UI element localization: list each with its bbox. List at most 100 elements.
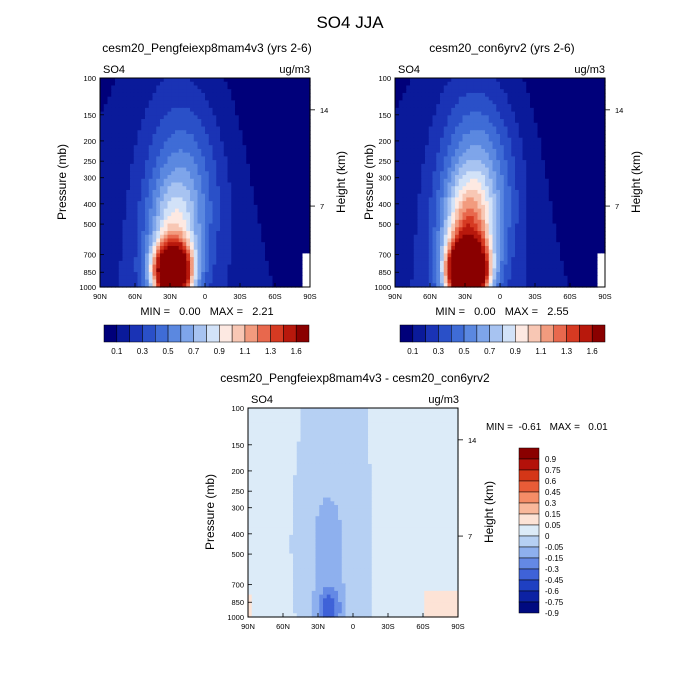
field-cell	[216, 193, 221, 199]
field-cell	[197, 81, 202, 87]
field-cell	[100, 231, 105, 236]
field-cell	[265, 119, 270, 124]
field-cell	[515, 178, 520, 184]
field-cell	[481, 126, 486, 131]
field-cell	[235, 100, 240, 105]
field-cell	[402, 148, 407, 154]
field-cell	[107, 130, 112, 135]
field-cell	[272, 167, 277, 172]
field-cell	[428, 193, 434, 199]
field-cell	[601, 126, 606, 131]
field-cell	[190, 167, 195, 172]
field-cell	[276, 249, 281, 255]
field-cell	[548, 167, 554, 172]
field-cell	[148, 197, 154, 202]
field-cell	[451, 186, 456, 191]
field-cell	[455, 193, 460, 199]
field-cell	[197, 182, 202, 187]
field-cell	[238, 186, 244, 191]
field-cell	[500, 182, 505, 187]
field-cell	[466, 115, 471, 120]
field-cell	[291, 100, 296, 105]
field-cell	[436, 133, 441, 139]
field-cell	[398, 167, 404, 172]
field-cell	[560, 100, 565, 105]
field-cell	[182, 126, 187, 131]
field-cell	[175, 171, 180, 176]
field-cell	[530, 104, 535, 109]
field-cell	[208, 234, 214, 240]
field-cell	[182, 141, 187, 146]
field-cell	[100, 141, 105, 146]
field-cell	[522, 193, 527, 199]
field-cell	[425, 122, 430, 128]
field-cell	[466, 104, 471, 109]
field-cell	[436, 167, 441, 172]
field-cell	[163, 85, 169, 90]
field-cell	[287, 234, 292, 240]
field-cell	[306, 89, 311, 94]
field-cell	[515, 167, 520, 172]
field-cell	[295, 81, 300, 87]
field-cell	[306, 130, 311, 135]
field-cell	[488, 85, 494, 90]
field-cell	[306, 249, 311, 255]
field-cell	[541, 85, 546, 90]
field-cell	[261, 133, 266, 139]
field-cell	[601, 119, 606, 124]
field-cell	[141, 145, 146, 150]
field-cell	[485, 182, 490, 187]
field-cell	[186, 223, 191, 228]
field-cell	[193, 167, 199, 172]
field-cell	[242, 122, 247, 128]
field-cell	[223, 119, 229, 124]
field-cell	[208, 107, 214, 113]
field-cell	[130, 283, 135, 288]
field-cell	[436, 141, 441, 146]
field-cell	[545, 171, 550, 176]
field-cell	[115, 78, 120, 83]
field-cell	[276, 89, 281, 94]
field-cell	[167, 193, 172, 199]
field-cell	[227, 275, 232, 281]
field-cell	[148, 242, 154, 247]
field-cell	[473, 100, 479, 105]
field-cell	[496, 178, 501, 184]
field-cell	[548, 126, 554, 131]
field-cell	[451, 148, 456, 154]
field-cell	[268, 245, 274, 251]
field-cell	[111, 231, 116, 236]
field-cell	[503, 111, 509, 116]
field-cell	[537, 182, 542, 187]
field-cell	[280, 163, 285, 169]
field-cell	[208, 275, 214, 281]
field-cell	[141, 182, 146, 187]
field-cell	[235, 89, 240, 94]
field-cell	[216, 245, 221, 251]
field-cell	[436, 85, 441, 90]
field-cell	[455, 78, 460, 83]
field-cell	[186, 189, 191, 195]
field-cell	[302, 234, 307, 240]
field-cell	[488, 186, 494, 191]
field-cell	[601, 160, 606, 165]
field-cell	[197, 257, 202, 262]
field-cell	[530, 78, 535, 83]
field-cell	[253, 212, 259, 217]
field-cell	[103, 234, 109, 240]
field-cell	[485, 119, 490, 124]
field-cell	[167, 216, 172, 221]
field-cell	[548, 152, 554, 157]
field-cell	[511, 171, 516, 176]
field-cell	[268, 234, 274, 240]
field-cell	[163, 145, 169, 150]
field-cell	[193, 208, 199, 213]
field-cell	[175, 268, 180, 273]
field-cell	[283, 208, 289, 213]
field-cell	[141, 223, 146, 228]
field-cell	[182, 242, 187, 247]
field-cell	[115, 257, 120, 262]
field-cell	[167, 242, 172, 247]
field-cell	[208, 197, 214, 202]
field-cell	[515, 182, 520, 187]
